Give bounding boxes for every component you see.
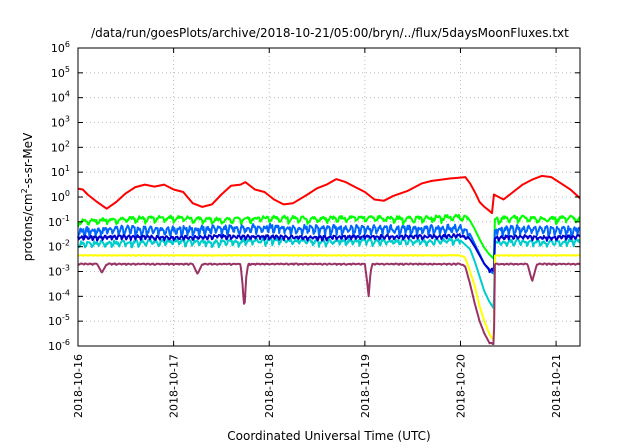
- grid: [77, 47, 580, 347]
- y-tick-label: 10-5: [48, 313, 70, 328]
- plot-frame: [77, 47, 581, 347]
- series-group: [77, 174, 581, 346]
- x-tick-label: 2018-10-19: [359, 354, 372, 418]
- y-tick-label: 102: [51, 139, 70, 154]
- y-axis: 10-6 10-5 10-4 10-3 10-2 10-1 100 101 102 103 104 1…: [48, 40, 580, 353]
- series-line: [77, 213, 581, 260]
- series-line: [77, 222, 580, 275]
- series-line: [77, 262, 581, 346]
- series-line: [77, 237, 581, 309]
- y-tick-label: 103: [51, 115, 70, 130]
- x-tick-label: 2018-10-17: [168, 354, 181, 418]
- chart-title: /data/run/goesPlots/archive/2018-10-21/0…: [91, 26, 569, 40]
- y-tick-label: 10-6: [48, 338, 70, 353]
- series-line: [77, 174, 581, 215]
- series-line: [77, 233, 581, 274]
- y-tick-label: 10-3: [48, 264, 70, 279]
- series-line: [77, 254, 581, 342]
- y-tick-label: 104: [51, 90, 70, 105]
- x-tick-label: 2018-10-18: [263, 354, 276, 418]
- y-tick-label: 105: [51, 65, 70, 80]
- y-tick-label: 101: [51, 164, 70, 179]
- y-tick-label: 106: [51, 40, 70, 55]
- x-tick-label: 2018-10-21: [550, 354, 563, 418]
- y-axis-label: protons/cm2-s-sr-MeV: [20, 132, 35, 261]
- x-tick-label: 2018-10-16: [72, 354, 85, 418]
- x-axis: 2018-10-16 2018-10-17 2018-10-18 2018-10-19…: [72, 48, 563, 418]
- y-tick-label: 100: [51, 189, 70, 204]
- y-tick-label: 10-4: [48, 288, 70, 303]
- x-axis-label: Coordinated Universal Time (UTC): [227, 429, 430, 443]
- y-tick-label: 10-1: [48, 214, 70, 229]
- x-tick-label: 2018-10-20: [454, 354, 467, 418]
- y-tick-label: 10-2: [48, 239, 70, 254]
